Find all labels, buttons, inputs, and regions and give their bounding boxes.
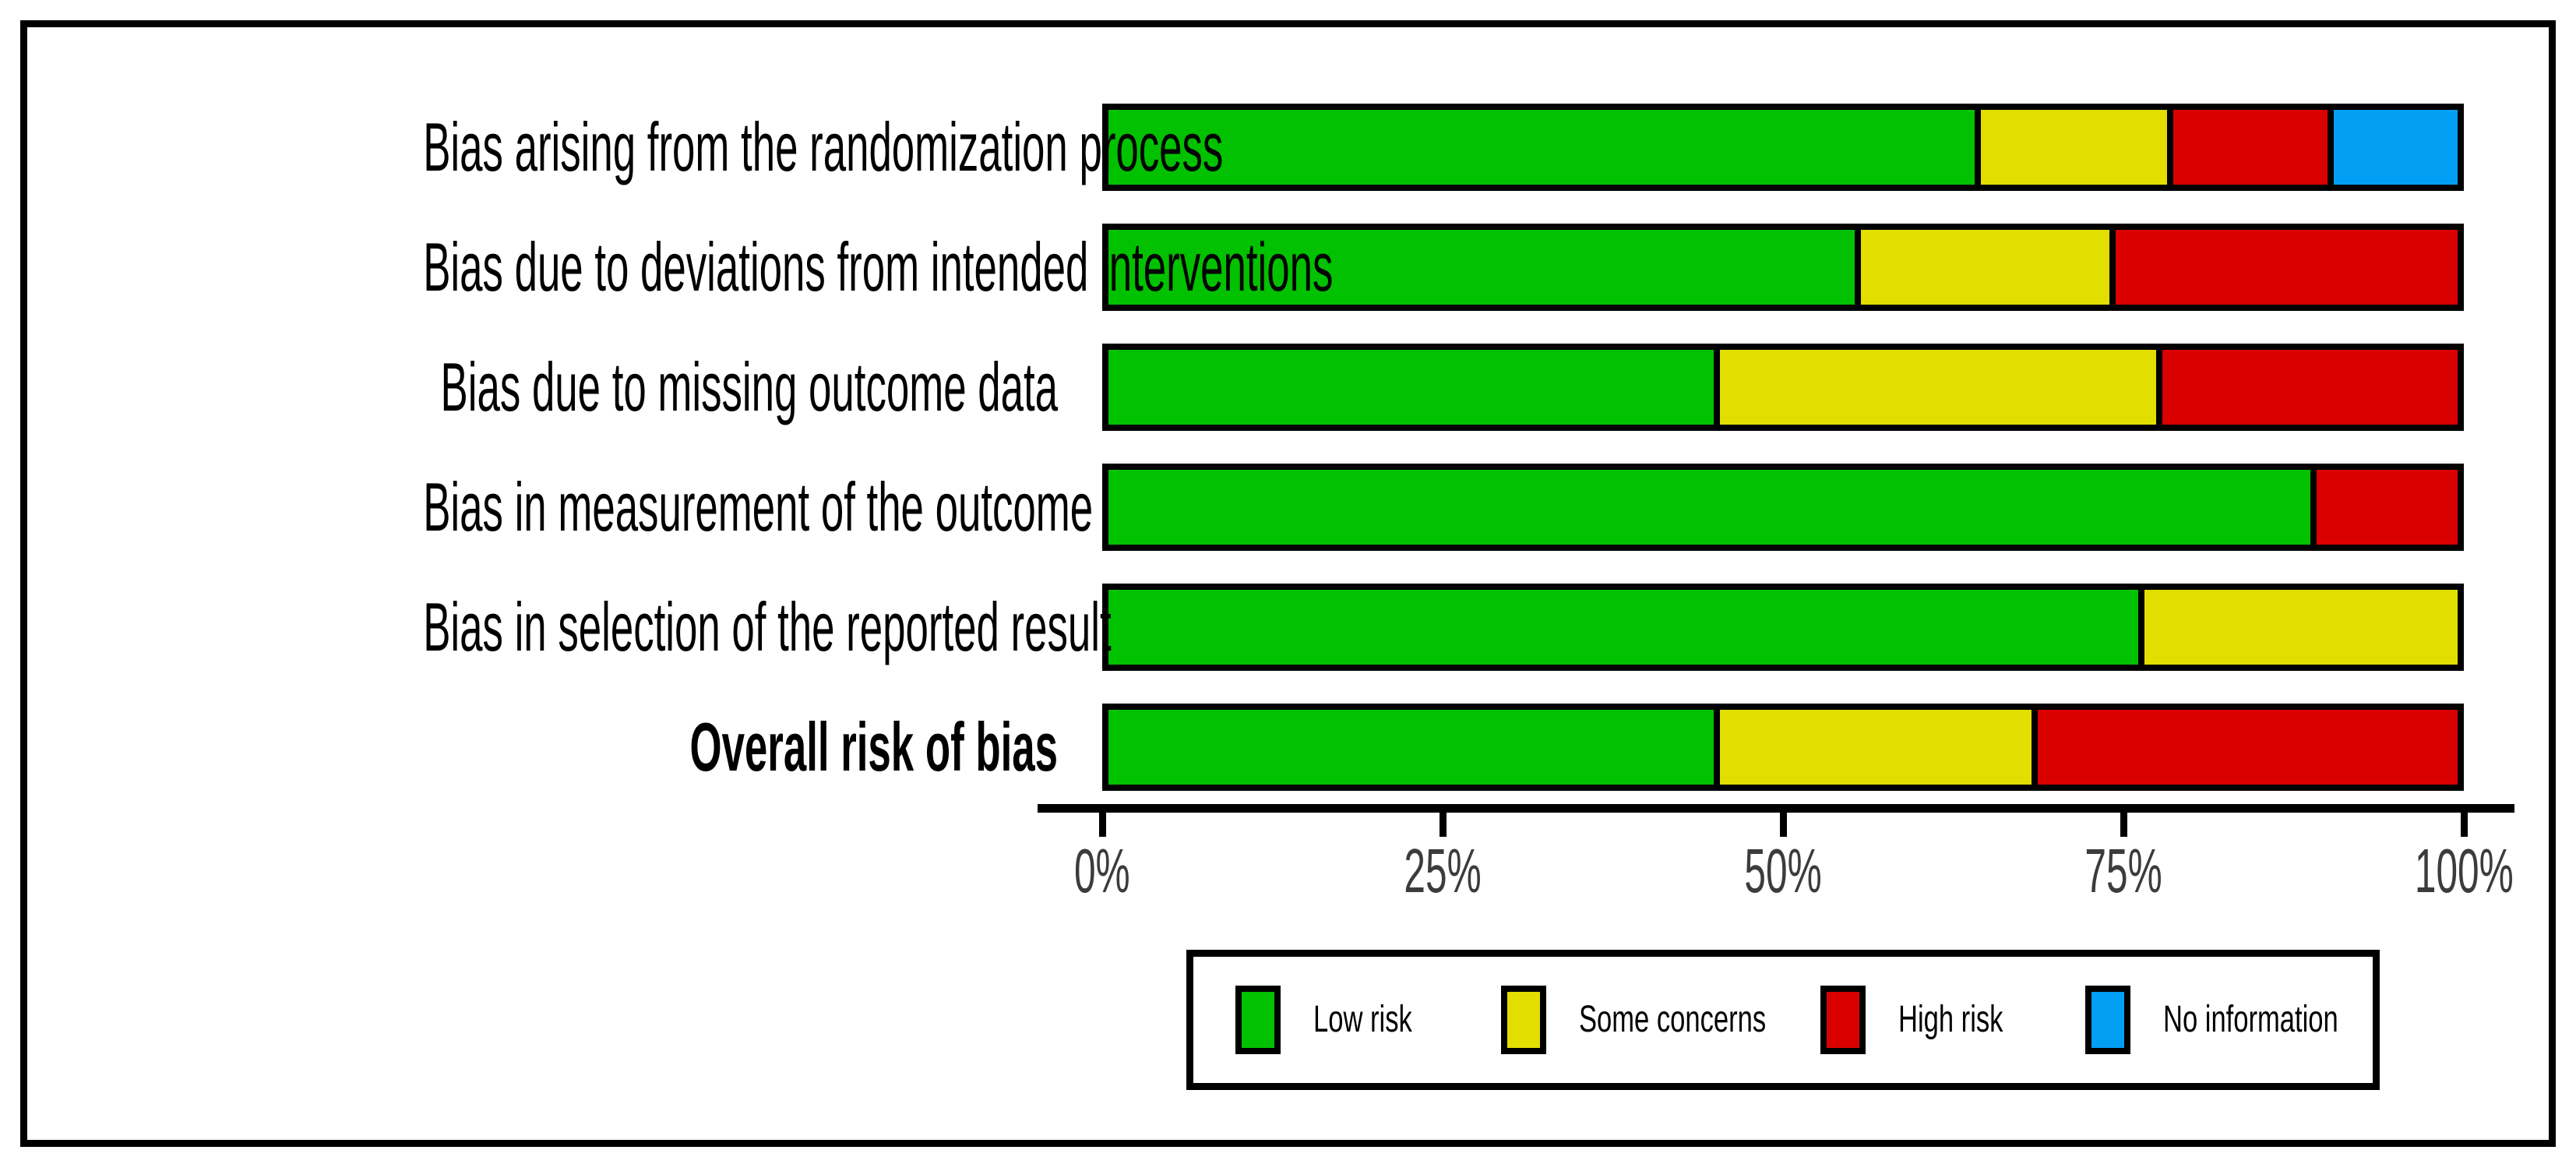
chart-row: Bias arising from the randomization proc… (0, 87, 2576, 207)
stacked-bar (1102, 584, 2464, 671)
bar-segment-high-risk (2109, 230, 2458, 305)
chart-row: Bias in selection of the reported result (0, 567, 2576, 687)
legend-swatch-some-concerns (1501, 986, 1546, 1054)
axis-tick-label-text: 50% (1744, 836, 1822, 905)
stacked-bar (1102, 704, 2464, 791)
bar-segment-high-risk (2032, 710, 2458, 785)
axis-tick-label: 0% (978, 840, 1227, 902)
bar-segment-low-risk (1108, 110, 1975, 185)
category-label: Bias in selection of the reported result (423, 588, 1112, 665)
bar-segment-high-risk (2167, 110, 2328, 185)
legend-item-low-risk: Low risk (1235, 986, 1450, 1054)
axis-tick-label: 25% (1318, 840, 1567, 902)
bar-segment-low-risk (1108, 350, 1714, 425)
legend-label: Some concerns (1579, 999, 1767, 1040)
category-label: Bias due to missing outcome data (440, 348, 1058, 425)
axis-tick (2120, 813, 2127, 837)
axis-tick-label-text: 0% (1074, 836, 1130, 905)
chart-row: Bias due to missing outcome data (0, 327, 2576, 447)
bar-segment-no-information (2328, 110, 2458, 185)
bar-segment-some-concerns (1714, 350, 2156, 425)
bar-segment-high-risk (2310, 470, 2458, 545)
chart-row: Bias in measurement of the outcome (0, 447, 2576, 567)
axis-tick-label: 75% (1999, 840, 2248, 902)
category-label: Overall risk of bias (689, 708, 1059, 785)
bar-segment-low-risk (1108, 710, 1714, 785)
bar-segment-some-concerns (1714, 710, 2032, 785)
axis-tick-label: 100% (2339, 840, 2576, 902)
bar-segment-some-concerns (1974, 110, 2168, 185)
axis-tick (1779, 813, 1787, 837)
legend-label: Low risk (1313, 999, 1412, 1040)
axis-tick-label-text: 75% (2084, 836, 2162, 905)
axis-tick (1098, 813, 1106, 837)
legend-item-no-information: No information (2085, 986, 2406, 1054)
bars-area: Bias arising from the randomization proc… (0, 87, 2576, 807)
chart-row: Overall risk of bias (0, 687, 2576, 807)
legend-item-high-risk: High risk (1820, 986, 2044, 1054)
stacked-bar (1102, 464, 2464, 551)
stacked-bar (1102, 224, 2464, 311)
category-label: Bias due to deviations from intended int… (423, 228, 1334, 305)
axis-tick-label: 50% (1658, 840, 1908, 902)
bar-segment-low-risk (1108, 470, 2310, 545)
bar-segment-high-risk (2155, 350, 2458, 425)
bar-segment-low-risk (1108, 590, 2139, 665)
legend: Low risk Some concerns High risk No informa… (1186, 950, 2380, 1090)
stacked-bar (1102, 344, 2464, 431)
legend-swatch-low-risk (1235, 986, 1281, 1054)
bar-segment-some-concerns (2138, 590, 2458, 665)
chart-row: Bias due to deviations from intended int… (0, 207, 2576, 327)
legend-label: High risk (1898, 999, 2003, 1040)
bar-segment-some-concerns (1854, 230, 2109, 305)
category-label: Bias in measurement of the outcome (423, 468, 1094, 545)
bar-segment-low-risk (1108, 230, 1855, 305)
legend-swatch-high-risk (1820, 986, 1866, 1054)
axis-tick-label-text: 100% (2414, 836, 2514, 905)
legend-item-some-concerns: Some concerns (1501, 986, 1839, 1054)
legend-swatch-no-information (2085, 986, 2130, 1054)
x-axis-line (1038, 804, 2514, 813)
stacked-bar (1102, 104, 2464, 191)
axis-tick (2460, 813, 2468, 837)
axis-tick (1439, 813, 1447, 837)
legend-label: No information (2163, 999, 2338, 1040)
category-label: Bias arising from the randomization proc… (423, 108, 1224, 185)
axis-tick-label-text: 25% (1404, 836, 1482, 905)
